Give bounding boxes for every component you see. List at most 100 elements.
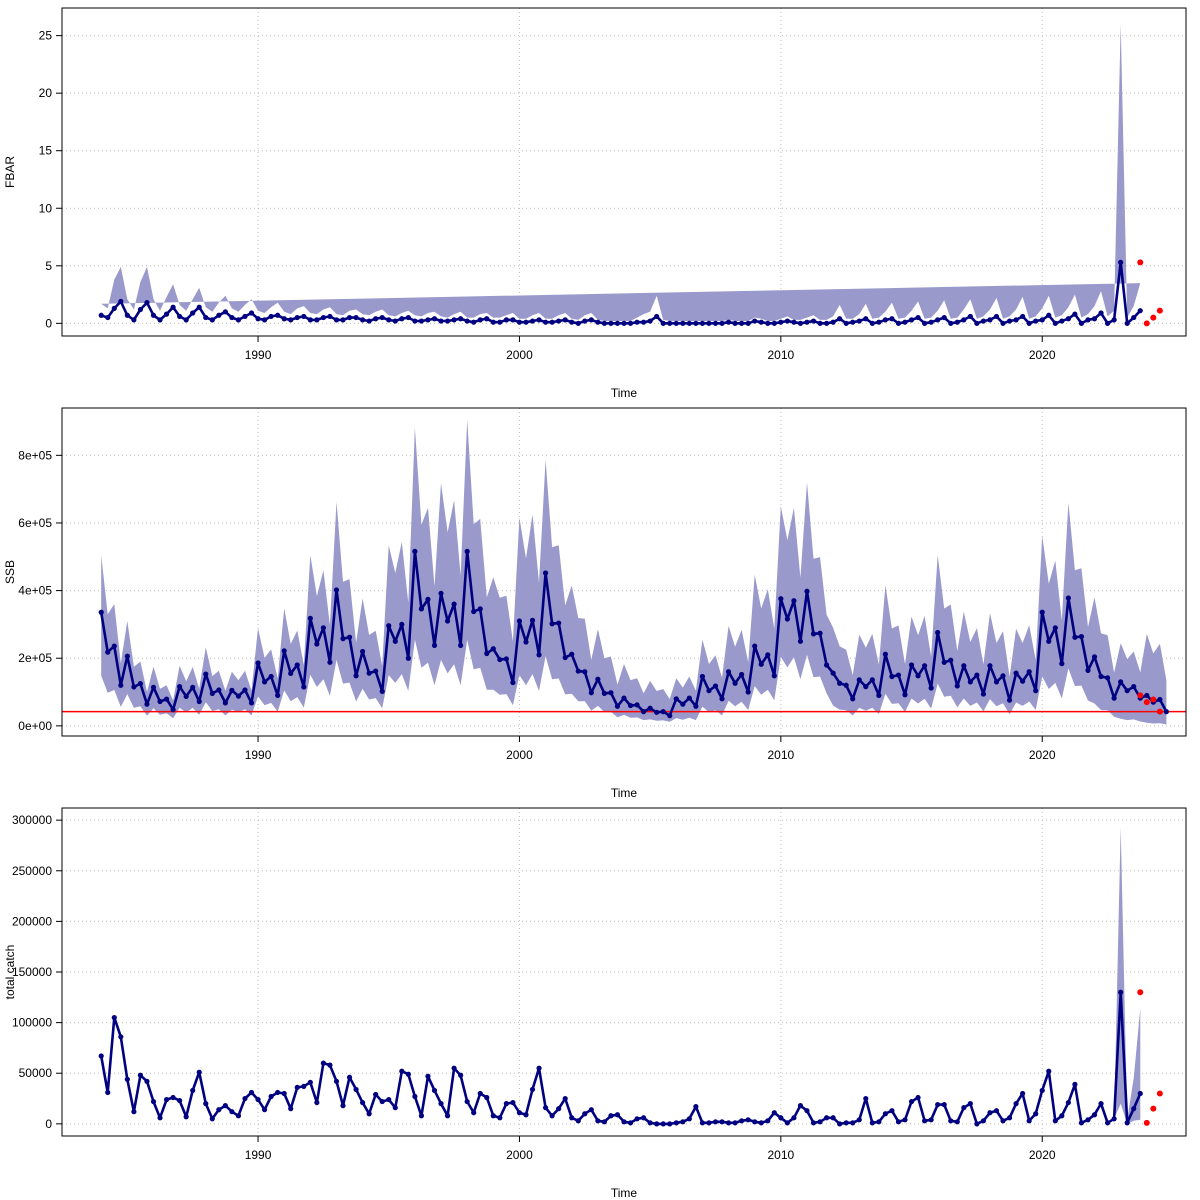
catch-point [725, 1120, 732, 1126]
fbar-point [242, 313, 248, 320]
fbar-point [549, 319, 555, 325]
ssb-confidence-band [101, 419, 1167, 725]
ssb-projection-point [1143, 699, 1150, 706]
ssb-point [288, 670, 294, 677]
ssb-point [732, 680, 738, 686]
fbar-y-tick-label: 25 [39, 29, 53, 43]
catch-point [242, 1095, 248, 1102]
ssb-point [686, 695, 692, 701]
catch-point [451, 1065, 457, 1071]
ssb-point [150, 684, 157, 690]
ssb-point [1006, 697, 1013, 703]
fbar-point [451, 317, 457, 323]
fbar-point [562, 317, 568, 323]
catch-point [556, 1106, 562, 1112]
catch-point [536, 1065, 542, 1071]
ssb-point [268, 673, 274, 680]
catch-point [379, 1098, 385, 1105]
ssb-point [922, 663, 928, 669]
catch-point [1065, 1099, 1071, 1106]
fbar-point [693, 320, 699, 326]
catch-point [915, 1094, 921, 1101]
catch-projection-point [1143, 1119, 1150, 1126]
fbar-point [941, 314, 947, 321]
ssb-point [484, 650, 490, 657]
fbar-point [1124, 320, 1130, 326]
catch-point [1059, 1113, 1065, 1119]
fbar-point [144, 300, 150, 306]
catch-point [105, 1089, 111, 1096]
fbar-point [1091, 316, 1098, 322]
fbar-point [1131, 314, 1137, 321]
ssb-x-tick-label: 2020 [1029, 748, 1056, 762]
catch-point [804, 1108, 810, 1114]
fbar-point [725, 319, 732, 325]
fbar-point [739, 320, 745, 326]
ssb-point [490, 646, 496, 652]
fbar-point [124, 312, 130, 318]
catch-x-tick-label: 2020 [1029, 1148, 1056, 1162]
catch-point [458, 1072, 464, 1078]
ssb-point [327, 659, 333, 665]
ssb-point [647, 705, 653, 711]
catch-point [405, 1071, 411, 1077]
catch-point [255, 1096, 261, 1103]
ssb-point [719, 696, 725, 702]
catch-point [562, 1095, 568, 1102]
catch-point [830, 1115, 836, 1121]
fbar-point [386, 317, 392, 323]
fbar-point [170, 304, 176, 310]
catch-point [614, 1112, 621, 1118]
fbar-point [516, 319, 523, 325]
fbar-ylabel: FBAR [3, 156, 17, 188]
ssb-point [745, 689, 751, 695]
fbar-y-tick-label: 0 [45, 316, 52, 330]
ssb-point [1111, 695, 1117, 701]
ssb-point [1124, 688, 1130, 694]
catch-point [418, 1113, 425, 1119]
fbar-point [712, 320, 719, 326]
catch-point [196, 1069, 202, 1075]
fbar-point [150, 312, 157, 318]
ssb-projection-point [1156, 708, 1163, 715]
fbar-point [203, 314, 209, 321]
ssb-point [863, 684, 869, 690]
catch-point [810, 1120, 817, 1126]
fbar-point [1000, 320, 1006, 326]
ssb-point [275, 692, 281, 699]
catch-point [1072, 1081, 1078, 1087]
fbar-point [209, 317, 215, 323]
catch-point [1052, 1118, 1058, 1124]
fbar-point [111, 305, 117, 311]
ssb-point [157, 698, 163, 705]
ssb-point [464, 548, 470, 554]
catch-point [346, 1074, 353, 1080]
ssb-point [987, 663, 993, 669]
fbar-point [876, 319, 882, 325]
fbar-point [105, 314, 111, 321]
fbar-point [935, 317, 941, 323]
ssb-point [190, 684, 196, 690]
fbar-point [529, 318, 536, 324]
fbar-point [1065, 316, 1071, 322]
fbar-point [294, 314, 300, 321]
ssb-point [935, 629, 941, 636]
ssb-point [575, 668, 581, 674]
fbar-point [255, 316, 261, 322]
fbar-point [438, 318, 444, 324]
fbar-point [425, 317, 431, 323]
ssb-point [595, 676, 601, 682]
catch-point [706, 1120, 712, 1126]
catch-point [588, 1107, 594, 1113]
ssb-point [915, 673, 921, 679]
ssb-point [235, 693, 242, 699]
fbar-point [595, 319, 601, 325]
ssb-point [1157, 696, 1163, 703]
fbar-point [1046, 312, 1052, 318]
fbar-point [974, 320, 980, 326]
ssb-point [810, 631, 817, 637]
ssb-point [614, 703, 621, 709]
fbar-point [412, 318, 418, 324]
ssb-point [765, 652, 771, 658]
catch-point [124, 1076, 130, 1082]
